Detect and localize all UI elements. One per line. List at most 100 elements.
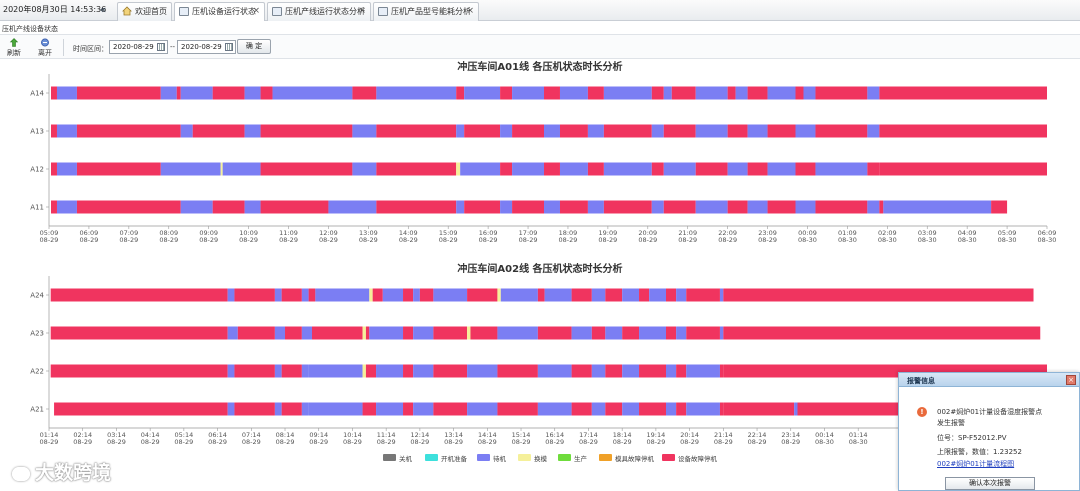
state-segment — [723, 402, 795, 416]
close-icon[interactable]: × — [252, 6, 260, 16]
state-segment — [362, 402, 377, 416]
state-segment — [212, 86, 245, 100]
end-date-value: 2020-08-29 — [181, 43, 222, 51]
state-segment — [470, 326, 498, 340]
state-segment — [663, 86, 672, 100]
x-tick-date: 08-29 — [40, 236, 59, 244]
x-tick-label: 05:14 — [174, 431, 193, 439]
state-segment — [591, 288, 606, 302]
state-segment — [176, 86, 181, 100]
state-segment — [464, 86, 501, 100]
tab-press-line-status-analysis[interactable]: 压机产线运行状态分析 × — [267, 2, 371, 21]
state-segment — [365, 364, 377, 378]
tab-press-product-energy-analysis[interactable]: 压机产品型号能耗分析 × — [373, 2, 479, 21]
close-icon[interactable]: × — [358, 6, 366, 16]
state-segment — [76, 200, 181, 214]
start-date-input[interactable]: 2020-08-29 — [109, 40, 168, 54]
state-segment — [727, 124, 748, 138]
alarm-close-button[interactable]: × — [1066, 375, 1076, 385]
calendar-icon[interactable] — [157, 43, 165, 51]
alarm-flow-link[interactable]: 002#焖炉01计量流程图 — [937, 460, 1015, 468]
state-segment — [234, 402, 275, 416]
state-segment — [54, 402, 228, 416]
state-segment — [403, 288, 414, 302]
tab-label: 欢迎首页 — [135, 7, 167, 16]
state-segment — [651, 86, 664, 100]
x-tick-label: 05:09 — [998, 229, 1017, 237]
alarm-title: 报警信息 — [907, 377, 935, 385]
state-segment — [308, 402, 363, 416]
state-segment — [227, 288, 235, 302]
state-segment — [815, 162, 868, 176]
state-segment — [308, 288, 316, 302]
x-tick-date: 08-29 — [519, 236, 538, 244]
state-segment — [559, 200, 588, 214]
tab-press-equipment-status[interactable]: 压机设备运行状态 × — [174, 2, 265, 21]
state-segment — [274, 326, 286, 340]
start-date-value: 2020-08-29 — [113, 43, 154, 51]
state-segment — [244, 200, 261, 214]
x-tick-date: 08-30 — [918, 236, 937, 244]
x-tick-label: 16:09 — [479, 229, 498, 237]
calendar-icon[interactable] — [225, 43, 233, 51]
leave-button[interactable]: 离开 — [34, 38, 56, 58]
state-segment — [767, 86, 796, 100]
state-segment — [222, 162, 261, 176]
tab-label: 压机产线运行状态分析 — [285, 7, 365, 16]
state-segment — [376, 124, 457, 138]
state-segment — [403, 402, 414, 416]
state-segment — [544, 162, 560, 176]
state-segment — [301, 364, 309, 378]
state-segment — [723, 288, 1034, 302]
collapse-sidebar-button[interactable]: « — [99, 3, 107, 16]
tab-welcome[interactable]: 欢迎首页 — [117, 2, 172, 21]
state-segment — [362, 364, 366, 378]
x-tick-date: 08-30 — [798, 236, 817, 244]
x-tick-date: 08-29 — [73, 438, 92, 446]
confirm-alarm-button[interactable]: 确认本次报警 — [945, 477, 1035, 490]
x-tick-label: 06:09 — [1038, 229, 1057, 237]
x-tick-label: 08:14 — [276, 431, 295, 439]
x-tick-date: 08-30 — [958, 236, 977, 244]
line-a02-status-chart: 冲压车间A02线 各压机状态时长分析A24A23A22A2101:1408-29… — [30, 262, 1047, 446]
state-segment — [433, 402, 468, 416]
state-segment — [76, 124, 181, 138]
state-segment — [815, 124, 868, 138]
state-segment — [815, 200, 868, 214]
state-segment — [639, 326, 667, 340]
state-segment — [160, 86, 177, 100]
x-tick-date: 08-30 — [1038, 236, 1057, 244]
state-segment — [719, 364, 724, 378]
state-segment — [301, 326, 312, 340]
state-segment — [433, 326, 468, 340]
state-segment — [456, 162, 461, 176]
state-segment — [50, 86, 57, 100]
end-date-input[interactable]: 2020-08-29 — [177, 40, 236, 54]
state-segment — [991, 200, 1008, 214]
chart-title: 冲压车间A02线 各压机状态时长分析 — [457, 262, 622, 275]
state-segment — [587, 86, 604, 100]
close-icon[interactable]: × — [466, 6, 474, 16]
state-segment — [500, 200, 513, 214]
state-segment — [767, 162, 796, 176]
state-segment — [467, 364, 498, 378]
state-segment — [500, 288, 538, 302]
exit-icon — [41, 38, 49, 47]
x-tick-date: 08-29 — [40, 438, 59, 446]
watermark-icon — [12, 466, 30, 481]
leave-label: 离开 — [38, 49, 52, 57]
refresh-button[interactable]: 刷新 — [3, 38, 25, 58]
state-segment — [301, 402, 309, 416]
state-segment — [260, 162, 353, 176]
x-tick-label: 07:09 — [119, 229, 138, 237]
confirm-button[interactable]: 确 定 — [237, 39, 271, 54]
state-segment — [272, 86, 353, 100]
state-segment — [605, 364, 623, 378]
state-segment — [180, 200, 213, 214]
state-segment — [879, 86, 1047, 100]
time-range-label: 时间区间： — [73, 45, 108, 53]
legend-label: 待机 — [493, 455, 506, 463]
page-title: 压机产线设备状态 — [2, 25, 58, 33]
state-segment — [587, 200, 604, 214]
state-segment — [695, 162, 728, 176]
